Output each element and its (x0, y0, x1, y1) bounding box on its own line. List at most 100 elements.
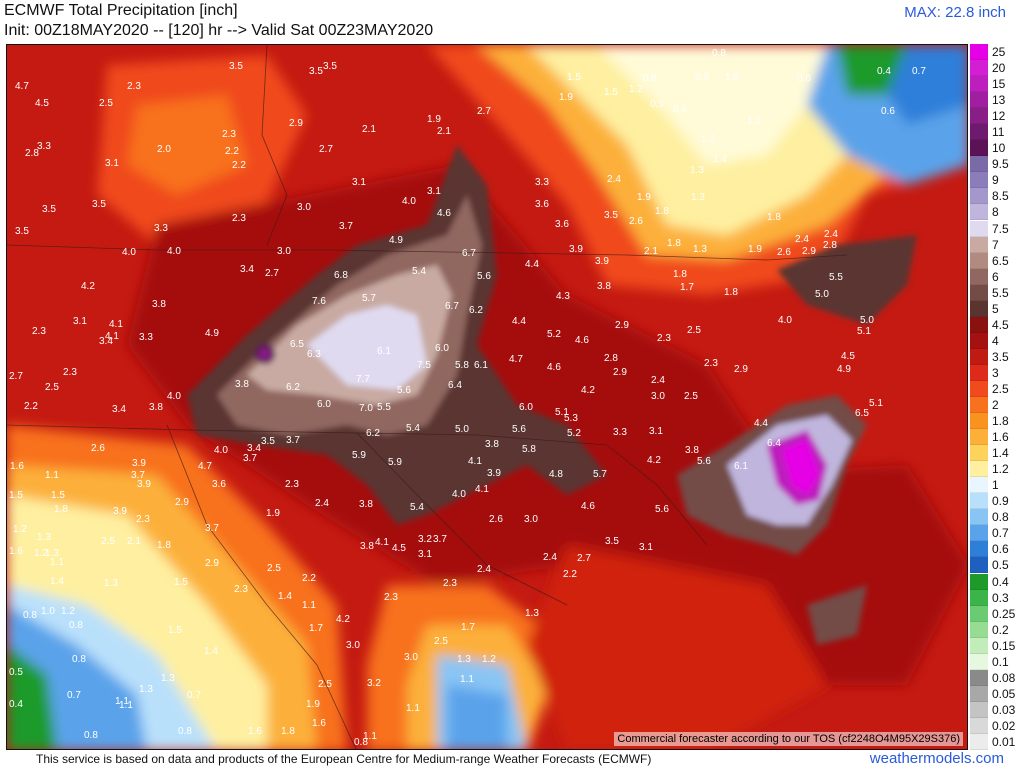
precip-value-label: 3.5 (323, 61, 337, 72)
precip-value-label: 1.5 (168, 625, 182, 636)
precip-value-label: 2.7 (9, 371, 23, 382)
chart-title: ECMWF Total Precipitation [inch] (4, 2, 238, 19)
legend-swatch (970, 220, 988, 237)
precip-value-label: 2.3 (657, 333, 671, 344)
precip-value-label: 2.6 (489, 514, 503, 525)
precip-value-label: 1.3 (525, 608, 539, 619)
legend-swatch (970, 397, 988, 414)
legend-label: 13 (992, 93, 1006, 108)
legend-swatch (970, 509, 988, 526)
precip-value-label: 2.9 (205, 558, 219, 569)
precip-value-label: 0.8 (178, 726, 192, 737)
precip-value-label: 3.3 (154, 223, 168, 234)
precip-value-label: 6.4 (767, 438, 781, 449)
legend-swatch (970, 300, 988, 317)
precip-value-label: 1.8 (655, 206, 669, 217)
precip-value-label: 3.7 (433, 534, 447, 545)
precip-value-label: 1.2 (629, 84, 643, 95)
precip-value-label: 3.7 (205, 523, 219, 534)
precip-value-label: 5.6 (512, 424, 526, 435)
legend-swatch (970, 525, 988, 542)
precip-value-label: 1.3 (693, 244, 707, 255)
precip-value-label: 3.5 (92, 199, 106, 210)
precip-value-label: 3.2 (367, 678, 381, 689)
footer: This service is based on data and produc… (0, 750, 1024, 768)
precip-value-label: 2.3 (285, 479, 299, 490)
legend-entry: 0.25 (968, 605, 1024, 622)
precip-value-label: 2.5 (684, 391, 698, 402)
legend-swatch (970, 76, 988, 93)
precip-value-label: 5.6 (697, 456, 711, 467)
legend-entry: 2 (968, 397, 1024, 414)
legend-label: 0.01 (992, 734, 1016, 749)
precip-value-label: 4.4 (525, 259, 539, 270)
precip-value-label: 3.9 (132, 458, 146, 469)
precip-value-label: 3.4 (99, 336, 113, 347)
precip-value-label: 4.0 (452, 489, 466, 500)
precip-value-label: 3.8 (685, 445, 699, 456)
precip-value-label: 1.5 (9, 490, 23, 501)
precip-value-label: 4.1 (109, 319, 123, 330)
precip-value-label: 2.4 (824, 229, 838, 240)
precip-value-label: 4.2 (336, 614, 350, 625)
legend-entry: 0.4 (968, 573, 1024, 590)
precip-value-label: 3.8 (149, 402, 163, 413)
legend-entry: 6 (968, 268, 1024, 285)
legend-entry: 0.01 (968, 733, 1024, 750)
precip-value-label: 2.7 (319, 144, 333, 155)
legend-label: 20 (992, 61, 1006, 76)
precip-value-label: 2.9 (734, 364, 748, 375)
weathermodels-link[interactable]: weathermodels.com (869, 750, 1004, 767)
legend-label: 3 (992, 365, 999, 380)
precip-value-label: 3.3 (139, 332, 153, 343)
precip-value-label: 3.4 (112, 404, 126, 415)
precip-value-label: 1.3 (691, 192, 705, 203)
precip-value-label: 3.0 (277, 246, 291, 257)
precip-value-label: 2.3 (32, 326, 46, 337)
legend-entry: 0.3 (968, 589, 1024, 606)
precip-value-label: 5.9 (388, 457, 402, 468)
precip-value-label: 1.3 (139, 684, 153, 695)
legend-entry: 12 (968, 108, 1024, 125)
precip-value-label: 1.2 (13, 524, 27, 535)
legend-swatch (970, 44, 988, 61)
tos-notice: Commercial forecaster according to our T… (614, 732, 963, 746)
precip-value-label: 3.9 (569, 244, 583, 255)
precip-value-label: 4.7 (509, 354, 523, 365)
legend-swatch (970, 637, 988, 654)
precip-value-label: 0.7 (912, 66, 926, 77)
legend-swatch (970, 140, 988, 157)
precip-value-label: 3.7 (339, 221, 353, 232)
header: ECMWF Total Precipitation [inch] Init: 0… (0, 0, 1024, 44)
legend-entry: 20 (968, 60, 1024, 77)
precip-value-label: 2.3 (136, 514, 150, 525)
precip-value-label: 5.4 (410, 502, 424, 513)
precip-value-label: 4.7 (198, 461, 212, 472)
precip-value-label: 5.0 (815, 289, 829, 300)
precip-value-label: 5.6 (655, 504, 669, 515)
precip-value-label: 2.2 (563, 569, 577, 580)
legend-entry: 1.6 (968, 429, 1024, 446)
legend-label: 0.02 (992, 718, 1016, 733)
precip-value-label: 3.8 (235, 379, 249, 390)
legend-label: 0.08 (992, 670, 1016, 685)
precip-value-label: 2.3 (234, 584, 248, 595)
legend-swatch (970, 717, 988, 734)
legend-entry: 0.05 (968, 685, 1024, 702)
precip-value-label: 4.2 (581, 385, 595, 396)
legend-entry: 6.5 (968, 252, 1024, 269)
legend-entry: 15 (968, 76, 1024, 93)
legend-label: 12 (992, 109, 1006, 124)
precip-value-label: 1.9 (427, 114, 441, 125)
legend-entry: 25 (968, 44, 1024, 61)
precip-field (7, 45, 967, 749)
legend-swatch (970, 669, 988, 686)
precip-value-label: 2.8 (823, 240, 837, 251)
legend-swatch (970, 204, 988, 221)
precip-value-label: 0.6 (797, 73, 811, 84)
precip-value-label: 2.2 (24, 401, 38, 412)
legend-swatch (970, 380, 988, 397)
legend-label: 0.7 (992, 526, 1009, 541)
precip-value-label: 6.8 (334, 270, 348, 281)
precip-value-label: 2.1 (644, 246, 658, 257)
